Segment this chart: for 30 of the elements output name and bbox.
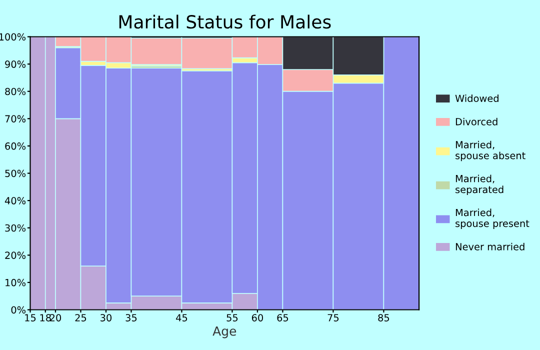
- y-tick-label: 10%: [6, 278, 26, 286]
- y-tick-label: 80%: [5, 88, 26, 96]
- legend-label: Widowed: [455, 94, 498, 102]
- x-axis-title: Age: [212, 326, 236, 338]
- x-tick-label: 25: [75, 314, 86, 322]
- x-tick-label: 55: [226, 314, 238, 322]
- x-tick-label: 30: [100, 314, 112, 322]
- y-tick-label: 70%: [5, 115, 26, 122]
- x-tick-label: 65: [277, 314, 288, 322]
- y-tick-label: 50%: [5, 170, 26, 178]
- chart-title: Marital Status for Males: [119, 14, 331, 29]
- y-tick-label: 20%: [5, 252, 26, 259]
- x-tick-label: 75: [328, 314, 339, 322]
- legend-label: Married, spouse absent: [456, 140, 526, 162]
- x-tick-label: 20: [50, 314, 62, 322]
- x-tick-label: 35: [126, 314, 137, 322]
- y-tick-label: 0%: [11, 306, 26, 314]
- y-tick-label: 90%: [5, 60, 26, 68]
- legend-label: Never married: [456, 242, 524, 250]
- legend-label: Married, spouse present: [456, 208, 530, 229]
- y-tick-label: 30%: [5, 224, 26, 232]
- x-tick-label: 85: [378, 314, 390, 322]
- y-tick-label: 60%: [5, 142, 26, 150]
- x-tick-label: 15: [25, 314, 36, 322]
- x-tick-label: 18: [40, 314, 51, 322]
- legend-label: Married, separated: [456, 174, 504, 196]
- y-tick-label: 40%: [4, 197, 26, 204]
- x-tick-label: 45: [176, 314, 188, 322]
- x-tick-label: 60: [252, 314, 263, 322]
- legend-label: Divorced: [456, 118, 498, 126]
